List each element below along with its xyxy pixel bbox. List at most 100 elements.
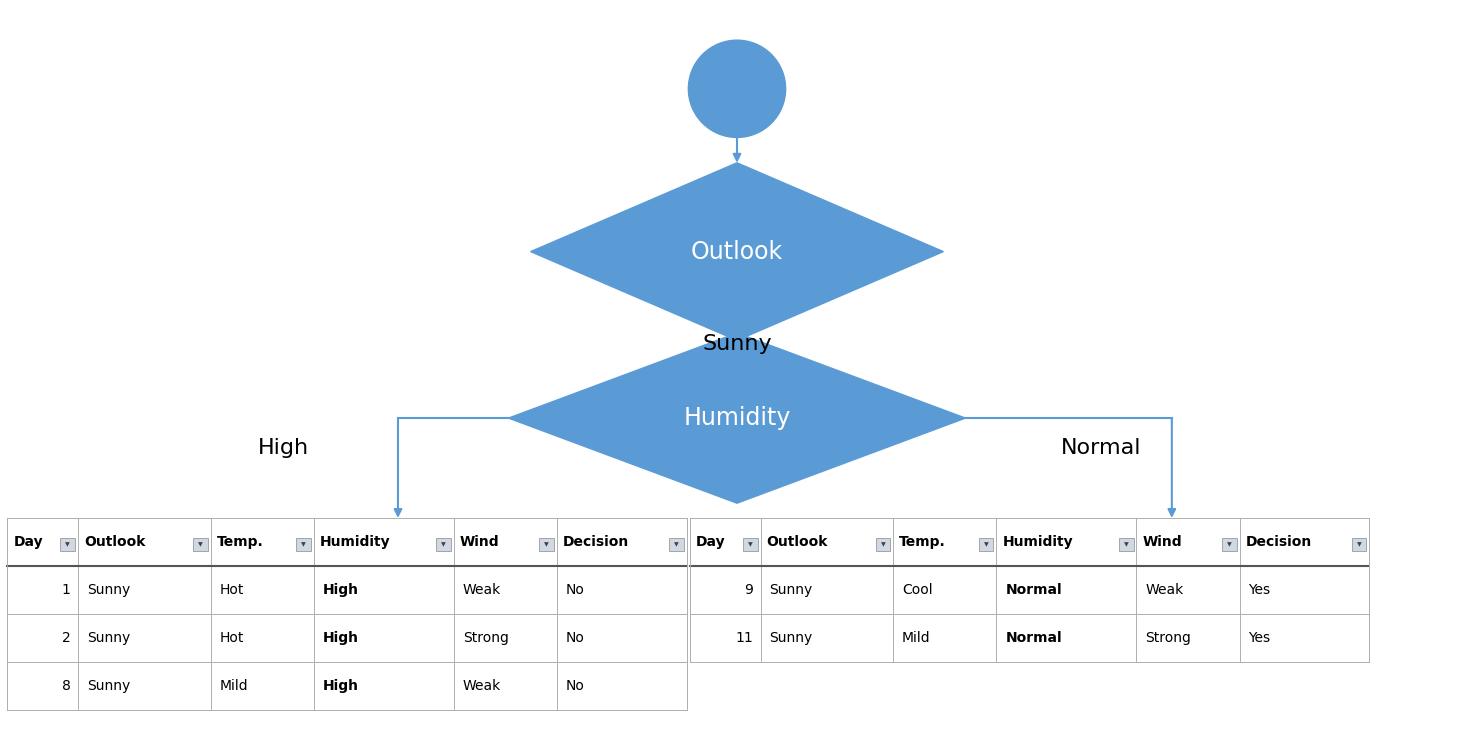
Text: Outlook: Outlook	[766, 535, 828, 549]
Text: No: No	[566, 631, 585, 645]
Bar	[979, 537, 993, 551]
Bar	[669, 537, 684, 551]
Bar	[996, 518, 1136, 566]
Bar	[211, 662, 314, 710]
Text: High: High	[323, 583, 358, 597]
Bar	[1119, 537, 1134, 551]
Text: Decision: Decision	[563, 535, 629, 549]
Bar	[60, 537, 75, 551]
Ellipse shape	[688, 40, 786, 138]
Text: Strong: Strong	[1145, 631, 1191, 645]
Bar	[1136, 518, 1240, 566]
Text: No: No	[566, 583, 585, 597]
Text: Sunny: Sunny	[702, 334, 772, 354]
Bar	[1352, 537, 1366, 551]
Text: ▼: ▼	[983, 542, 989, 547]
Polygon shape	[509, 333, 965, 503]
Text: Strong: Strong	[463, 631, 509, 645]
Bar	[557, 518, 687, 566]
Text: Mild: Mild	[220, 679, 248, 693]
Text: Sunny: Sunny	[769, 631, 812, 645]
Text: ▼: ▼	[441, 542, 447, 547]
Bar	[78, 518, 211, 566]
Bar	[193, 537, 208, 551]
Text: Temp.: Temp.	[899, 535, 946, 549]
Text: ▼: ▼	[674, 542, 680, 547]
Text: Temp.: Temp.	[217, 535, 264, 549]
Text: Normal: Normal	[1005, 631, 1061, 645]
Text: Yes: Yes	[1248, 631, 1271, 645]
Polygon shape	[531, 163, 943, 340]
Text: Wind: Wind	[1142, 535, 1182, 549]
Bar	[436, 537, 451, 551]
Text: ▼: ▼	[198, 542, 203, 547]
Text: 9: 9	[744, 583, 753, 597]
Text: Yes: Yes	[1248, 583, 1271, 597]
Bar	[1136, 566, 1240, 614]
Bar	[7, 518, 78, 566]
Bar	[996, 566, 1136, 614]
Text: Humidity: Humidity	[1002, 535, 1073, 549]
Bar	[454, 614, 557, 662]
Bar	[893, 566, 996, 614]
Bar	[314, 566, 454, 614]
Bar	[690, 614, 761, 662]
Bar	[454, 662, 557, 710]
Text: ▼: ▼	[544, 542, 550, 547]
Text: Day: Day	[13, 535, 43, 549]
Bar	[7, 614, 78, 662]
Text: Weak: Weak	[463, 679, 501, 693]
Text: Normal: Normal	[1061, 437, 1142, 458]
Bar	[743, 537, 758, 551]
Text: ▼: ▼	[301, 542, 307, 547]
Bar	[893, 518, 996, 566]
Text: High: High	[258, 437, 310, 458]
Text: 1: 1	[62, 583, 71, 597]
Text: ▼: ▼	[65, 542, 71, 547]
Bar	[893, 614, 996, 662]
Bar	[557, 662, 687, 710]
Bar	[1240, 566, 1369, 614]
Text: Humidity: Humidity	[684, 406, 790, 430]
Text: Decision: Decision	[1246, 535, 1312, 549]
Text: ▼: ▼	[880, 542, 886, 547]
Bar	[557, 614, 687, 662]
Text: Hot: Hot	[220, 631, 245, 645]
Bar	[211, 614, 314, 662]
Bar	[996, 614, 1136, 662]
Text: Cool: Cool	[902, 583, 933, 597]
Bar	[876, 537, 890, 551]
Text: Mild: Mild	[902, 631, 930, 645]
Text: ▼: ▼	[1226, 542, 1232, 547]
Bar	[314, 662, 454, 710]
Text: Humidity: Humidity	[320, 535, 391, 549]
Bar	[7, 662, 78, 710]
Bar	[761, 518, 893, 566]
Text: Wind: Wind	[460, 535, 500, 549]
Text: Sunny: Sunny	[769, 583, 812, 597]
Text: Outlook: Outlook	[84, 535, 146, 549]
Text: High: High	[323, 679, 358, 693]
Text: ▼: ▼	[1356, 542, 1362, 547]
Bar	[7, 566, 78, 614]
Text: High: High	[323, 631, 358, 645]
Bar	[211, 566, 314, 614]
Bar	[690, 518, 761, 566]
Text: Sunny: Sunny	[87, 631, 130, 645]
Text: Sunny: Sunny	[87, 583, 130, 597]
Bar	[761, 614, 893, 662]
Bar	[314, 614, 454, 662]
Bar	[761, 566, 893, 614]
Bar	[1136, 614, 1240, 662]
Bar	[78, 566, 211, 614]
Bar	[314, 518, 454, 566]
Bar	[78, 614, 211, 662]
Bar	[1240, 518, 1369, 566]
Text: Hot: Hot	[220, 583, 245, 597]
Text: Outlook: Outlook	[691, 240, 783, 263]
Text: Normal: Normal	[1005, 583, 1061, 597]
Text: No: No	[566, 679, 585, 693]
Text: Weak: Weak	[1145, 583, 1184, 597]
Text: Day: Day	[696, 535, 725, 549]
Bar	[557, 566, 687, 614]
